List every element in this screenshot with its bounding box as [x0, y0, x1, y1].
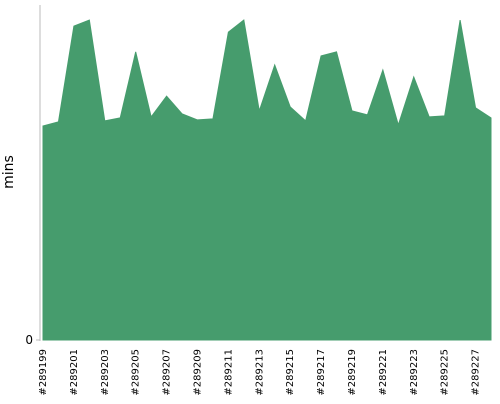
area	[42, 19, 492, 341]
y-axis-label: mins	[1, 155, 17, 189]
x-tick-label: #289205	[131, 349, 142, 396]
x-tick-label: #289199	[38, 349, 49, 396]
x-tick-label: #289223	[409, 349, 420, 396]
x-tick-label: #289215	[285, 349, 296, 396]
x-tick-label: #289213	[254, 349, 265, 396]
x-tick-label: #289211	[223, 349, 234, 396]
x-tick-label: #289203	[100, 349, 111, 396]
x-tick-label: #289207	[162, 349, 173, 396]
x-tick-label: #289217	[316, 349, 327, 396]
x-tick-label: #289221	[378, 349, 389, 396]
x-tick-label: #289225	[440, 349, 451, 396]
x-tick-label: #289201	[69, 349, 80, 396]
x-tick-label: #289209	[192, 349, 203, 396]
x-tick-label: #289219	[347, 349, 358, 396]
x-tick-label: #289227	[471, 349, 482, 396]
y-tick-label: 0	[25, 333, 33, 347]
